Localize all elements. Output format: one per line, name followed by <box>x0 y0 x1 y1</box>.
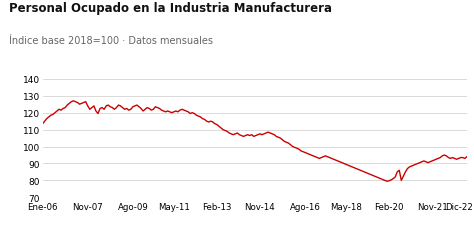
Text: Índice base 2018=100 · Datos mensuales: Índice base 2018=100 · Datos mensuales <box>9 36 213 46</box>
Text: Personal Ocupado en la Industria Manufacturera: Personal Ocupado en la Industria Manufac… <box>9 2 332 15</box>
